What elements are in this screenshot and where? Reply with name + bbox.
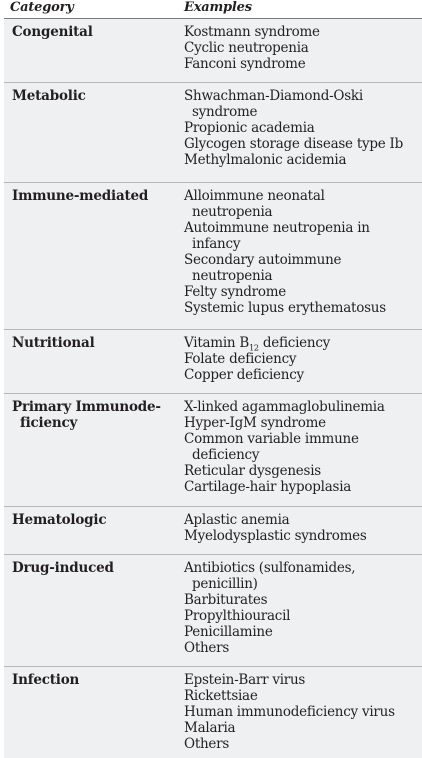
category-label: Metabolic [12, 88, 86, 104]
category-cell: Nutritional [12, 335, 170, 351]
example-item: Epstein-Barr virus [184, 672, 306, 688]
example-item: Penicillamine [184, 624, 273, 640]
example-item: Methylmalonic acidemia [184, 152, 347, 168]
example-item: Kostmann syndrome [184, 24, 320, 40]
table-row: Primary Immunode-ficiency X-linked agamma… [4, 394, 422, 507]
table-row: Hematologic Aplastic anemia Myelodysplasti… [4, 507, 422, 555]
example-item: Vitamin B12 deficiency [184, 335, 331, 353]
category-cell: Metabolic [12, 88, 170, 104]
example-item: Copper deficiency [184, 367, 304, 383]
table-row: Infection Epstein-Barr virus Rickettsiae Hu… [4, 667, 422, 758]
example-item: syndrome [192, 104, 258, 120]
table-row: Immune-mediated Alloimmune neonatal neutro… [4, 183, 422, 330]
examples-cell: Aplastic anemia Myelodysplastic syndromes [184, 512, 420, 544]
examples-cell: Vitamin B12 deficiency Folate deficiency C… [184, 335, 420, 383]
table-row: Metabolic Shwachman-Diamond-Oski syndrome P… [4, 83, 422, 183]
category-cell: Drug-induced [12, 560, 170, 576]
example-item: Aplastic anemia [184, 512, 290, 528]
examples-column-header: Examples [184, 0, 252, 15]
category-label: Nutritional [12, 335, 95, 351]
example-item: deficiency [192, 447, 260, 463]
example-item: infancy [192, 236, 241, 252]
example-item: neutropenia [192, 204, 273, 220]
example-item: Malaria [184, 720, 236, 736]
example-item: Common variable immune [184, 431, 359, 447]
examples-cell: Epstein-Barr virus Rickettsiae Human immun… [184, 672, 420, 752]
example-item: Antibiotics (sulfonamides, [184, 560, 356, 576]
example-item: Fanconi syndrome [184, 56, 306, 72]
category-cell: Immune-mediated [12, 188, 170, 204]
table-row: Drug-induced Antibiotics (sulfonamides, pe… [4, 555, 422, 667]
example-item: Reticular dysgenesis [184, 463, 321, 479]
examples-cell: Shwachman-Diamond-Oski syndrome Propionic … [184, 88, 420, 168]
examples-cell: Alloimmune neonatal neutropenia Autoimmune… [184, 188, 420, 316]
example-item: Hyper-IgM syndrome [184, 415, 326, 431]
category-label: Hematologic [12, 512, 107, 528]
table-row: Nutritional Vitamin B12 deficiency Folate … [4, 330, 422, 394]
category-column-header: Category [10, 0, 74, 15]
example-item: Human immunodeficiency virus [184, 704, 395, 720]
category-label: Infection [12, 672, 80, 688]
neutropenia-causes-table: Category Examples Congenital Kostmann syn… [4, 0, 422, 758]
example-item: Rickettsiae [184, 688, 258, 704]
category-cell: Infection [12, 672, 170, 688]
category-label: Immune-mediated [12, 188, 149, 204]
example-item: penicillin) [192, 576, 258, 592]
example-item: Propionic academia [184, 120, 315, 136]
example-item: Others [184, 640, 230, 656]
table-row: Congenital Kostmann syndrome Cyclic neutro… [4, 19, 422, 83]
example-item: Others [184, 736, 230, 752]
example-item: Glycogen storage disease type Ib [184, 136, 404, 152]
example-item: Cyclic neutropenia [184, 40, 309, 56]
example-item: Barbiturates [184, 592, 268, 608]
example-item: X-linked agammaglobulinemia [184, 399, 385, 415]
example-item: neutropenia [192, 268, 273, 284]
examples-cell: Antibiotics (sulfonamides, penicillin) Bar… [184, 560, 420, 656]
example-item: Myelodysplastic syndromes [184, 528, 367, 544]
category-label: ficiency [20, 415, 78, 431]
examples-cell: Kostmann syndrome Cyclic neutropenia Fanco… [184, 24, 420, 72]
example-item: Shwachman-Diamond-Oski [184, 88, 363, 104]
table-header: Category Examples [4, 0, 422, 19]
category-cell: Primary Immunode-ficiency [12, 399, 170, 431]
example-item: Propylthiouracil [184, 608, 291, 624]
example-item: Felty syndrome [184, 284, 287, 300]
example-item: Cartilage-hair hypoplasia [184, 479, 352, 495]
example-item: Systemic lupus erythematosus [184, 300, 386, 316]
examples-cell: X-linked agammaglobulinemia Hyper-IgM syn… [184, 399, 420, 495]
example-item: Secondary autoimmune [184, 252, 342, 268]
example-item: Alloimmune neonatal [184, 188, 325, 204]
category-label: Primary Immunode- [12, 399, 161, 415]
category-label: Drug-induced [12, 560, 114, 576]
category-cell: Hematologic [12, 512, 170, 528]
example-item: Autoimmune neutropenia in [184, 220, 370, 236]
category-label: Congenital [12, 24, 93, 40]
example-item: Folate deficiency [184, 351, 297, 367]
category-cell: Congenital [12, 24, 170, 40]
